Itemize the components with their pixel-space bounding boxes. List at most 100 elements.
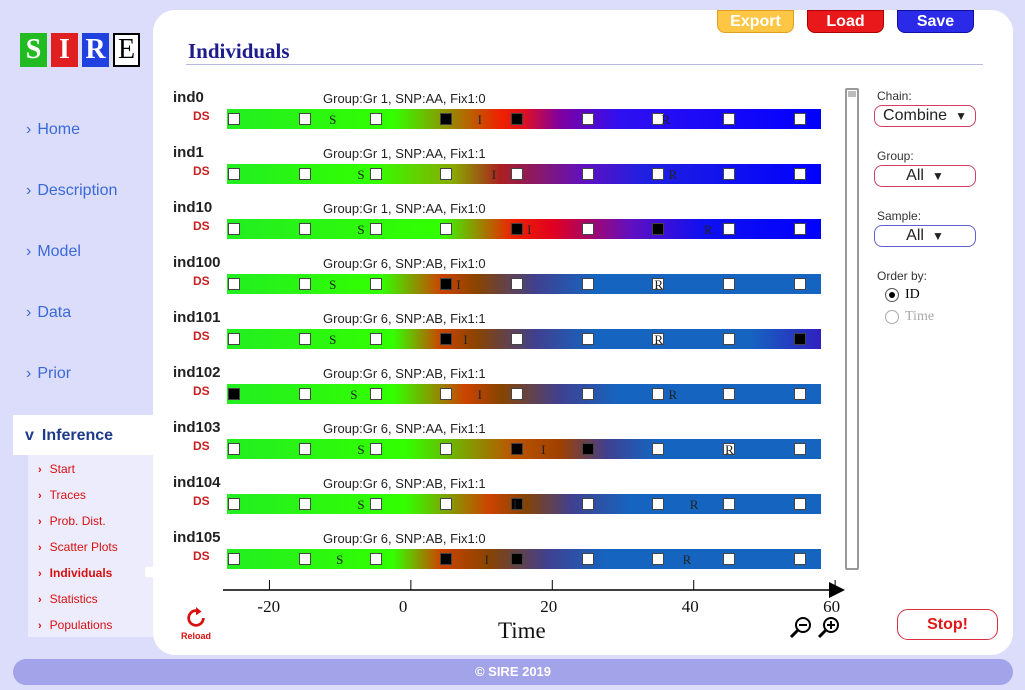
subnav-traces[interactable]: › Traces	[38, 488, 86, 502]
observation-checkbox[interactable]	[723, 113, 736, 125]
observation-checkbox[interactable]	[581, 498, 594, 510]
observation-checkbox[interactable]	[228, 168, 241, 180]
nav-model[interactable]: › Model	[26, 243, 81, 260]
observation-checkbox[interactable]	[510, 553, 523, 565]
observation-checkbox[interactable]	[510, 168, 523, 180]
stop-button[interactable]: Stop!	[897, 609, 998, 640]
observation-checkbox[interactable]	[369, 168, 382, 180]
observation-checkbox[interactable]	[298, 553, 311, 565]
observation-checkbox[interactable]	[228, 113, 241, 125]
observation-checkbox[interactable]	[369, 333, 382, 345]
observation-checkbox[interactable]	[510, 388, 523, 400]
subnav-populations[interactable]: › Populations	[38, 618, 113, 632]
observation-checkbox[interactable]	[369, 553, 382, 565]
observation-checkbox[interactable]	[723, 168, 736, 180]
observation-checkbox[interactable]	[298, 333, 311, 345]
observation-checkbox[interactable]	[298, 278, 311, 290]
observation-checkbox[interactable]	[510, 498, 523, 510]
save-button[interactable]: Save	[897, 10, 974, 33]
observation-checkbox[interactable]	[581, 223, 594, 235]
nav-prior[interactable]: › Prior	[26, 365, 72, 382]
observation-checkbox[interactable]	[723, 498, 736, 510]
observation-checkbox[interactable]	[369, 388, 382, 400]
observation-checkbox[interactable]	[652, 553, 665, 565]
observation-checkbox[interactable]	[440, 223, 453, 235]
observation-checkbox[interactable]	[228, 278, 241, 290]
observation-checkbox[interactable]	[510, 443, 523, 455]
observation-checkbox[interactable]	[298, 443, 311, 455]
observation-checkbox[interactable]	[228, 223, 241, 235]
nav-inference[interactable]: v Inference	[13, 415, 153, 455]
observation-checkbox[interactable]	[369, 223, 382, 235]
subnav-individuals[interactable]: › Individuals	[38, 566, 113, 580]
observation-checkbox[interactable]	[298, 168, 311, 180]
observation-checkbox[interactable]	[652, 388, 665, 400]
subnav-start[interactable]: › Start	[38, 462, 76, 476]
observation-checkbox[interactable]	[440, 553, 453, 565]
order-by-time-radio[interactable]: Time	[885, 309, 934, 325]
observation-checkbox[interactable]	[723, 388, 736, 400]
observation-checkbox[interactable]	[298, 498, 311, 510]
observation-checkbox[interactable]	[652, 223, 665, 235]
observation-checkbox[interactable]	[793, 553, 806, 565]
observation-checkbox[interactable]	[581, 388, 594, 400]
observation-checkbox[interactable]	[369, 443, 382, 455]
load-button[interactable]: Load	[807, 10, 884, 33]
observation-checkbox[interactable]	[652, 278, 665, 290]
observation-checkbox[interactable]	[652, 498, 665, 510]
observation-checkbox[interactable]	[723, 278, 736, 290]
observation-checkbox[interactable]	[723, 553, 736, 565]
observation-checkbox[interactable]	[440, 278, 453, 290]
group-select[interactable]: All ▼	[874, 165, 976, 187]
observation-checkbox[interactable]	[298, 113, 311, 125]
observation-checkbox[interactable]	[228, 498, 241, 510]
observation-checkbox[interactable]	[581, 278, 594, 290]
observation-checkbox[interactable]	[228, 388, 241, 400]
order-by-id-radio[interactable]: ID	[885, 287, 920, 303]
observation-checkbox[interactable]	[440, 113, 453, 125]
zoom-in-button[interactable]	[817, 616, 841, 645]
observation-checkbox[interactable]	[510, 278, 523, 290]
observation-checkbox[interactable]	[581, 333, 594, 345]
observation-checkbox[interactable]	[440, 443, 453, 455]
observation-checkbox[interactable]	[793, 113, 806, 125]
observation-checkbox[interactable]	[652, 113, 665, 125]
observation-checkbox[interactable]	[298, 388, 311, 400]
export-button[interactable]: Export	[717, 10, 794, 33]
subnav-statistics[interactable]: › Statistics	[38, 592, 98, 606]
nav-home[interactable]: › Home	[26, 121, 81, 138]
zoom-out-button[interactable]	[789, 616, 813, 645]
observation-checkbox[interactable]	[228, 553, 241, 565]
observation-checkbox[interactable]	[793, 333, 806, 345]
observation-checkbox[interactable]	[652, 333, 665, 345]
observation-checkbox[interactable]	[228, 333, 241, 345]
observation-checkbox[interactable]	[793, 498, 806, 510]
nav-description[interactable]: › Description	[26, 182, 118, 199]
vertical-scrollbar[interactable]	[845, 88, 859, 570]
observation-checkbox[interactable]	[652, 443, 665, 455]
chain-select[interactable]: Combine ▼	[874, 105, 976, 127]
observation-checkbox[interactable]	[581, 443, 594, 455]
reload-button[interactable]: Reload	[173, 607, 219, 641]
observation-checkbox[interactable]	[440, 333, 453, 345]
observation-checkbox[interactable]	[228, 443, 241, 455]
observation-checkbox[interactable]	[793, 223, 806, 235]
observation-checkbox[interactable]	[793, 168, 806, 180]
scrollbar-thumb[interactable]	[848, 91, 856, 97]
sample-select[interactable]: All ▼	[874, 225, 976, 247]
observation-checkbox[interactable]	[581, 113, 594, 125]
observation-checkbox[interactable]	[510, 223, 523, 235]
subnav-scatter-plots[interactable]: › Scatter Plots	[38, 540, 118, 554]
observation-checkbox[interactable]	[440, 168, 453, 180]
observation-checkbox[interactable]	[652, 168, 665, 180]
observation-checkbox[interactable]	[793, 388, 806, 400]
observation-checkbox[interactable]	[369, 498, 382, 510]
